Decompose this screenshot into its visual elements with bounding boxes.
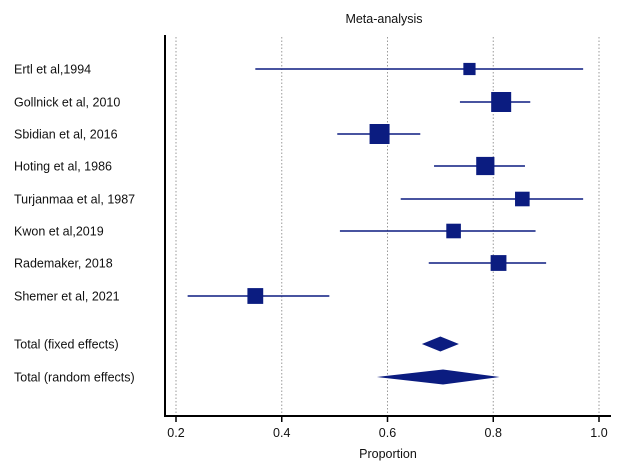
study-label-1: Gollnick et al, 2010 bbox=[14, 96, 120, 110]
point-estimate-3 bbox=[476, 156, 495, 176]
point-estimate-2 bbox=[369, 124, 390, 144]
x-ticks: 0.2 0.4 0.6 0.8 1.0 bbox=[167, 416, 608, 440]
tick-label-2: 0.6 bbox=[379, 426, 396, 440]
total-marks bbox=[376, 336, 500, 385]
study-label-5: Kwon et al,2019 bbox=[14, 225, 104, 239]
total-diamond-1 bbox=[376, 369, 500, 385]
point-estimate-0 bbox=[463, 62, 476, 76]
point-estimate-4 bbox=[515, 191, 530, 207]
total-label-0: Total (fixed effects) bbox=[14, 338, 119, 352]
chart-title: Meta-analysis bbox=[345, 12, 422, 26]
study-label-3: Hoting et al, 1986 bbox=[14, 160, 112, 174]
study-labels: Ertl et al,1994 Gollnick et al, 2010 Sbidi… bbox=[14, 63, 135, 385]
tick-label-1: 0.4 bbox=[273, 426, 290, 440]
tick-label-0: 0.2 bbox=[167, 426, 184, 440]
total-label-1: Total (random effects) bbox=[14, 371, 135, 385]
point-estimate-1 bbox=[491, 92, 512, 112]
point-estimate-6 bbox=[490, 255, 507, 271]
study-label-4: Turjanmaa et al, 1987 bbox=[14, 193, 135, 207]
study-marks bbox=[187, 62, 584, 304]
study-label-2: Sbidian et al, 2016 bbox=[14, 128, 118, 142]
tick-label-3: 0.8 bbox=[485, 426, 502, 440]
study-label-7: Shemer et al, 2021 bbox=[14, 290, 120, 304]
study-label-0: Ertl et al,1994 bbox=[14, 63, 91, 77]
study-label-6: Rademaker, 2018 bbox=[14, 257, 113, 271]
x-axis-title: Proportion bbox=[359, 447, 417, 461]
tick-label-4: 1.0 bbox=[590, 426, 607, 440]
point-estimate-7 bbox=[247, 288, 264, 304]
gridlines bbox=[175, 37, 600, 415]
total-diamond-0 bbox=[421, 336, 459, 352]
point-estimate-5 bbox=[446, 223, 461, 239]
